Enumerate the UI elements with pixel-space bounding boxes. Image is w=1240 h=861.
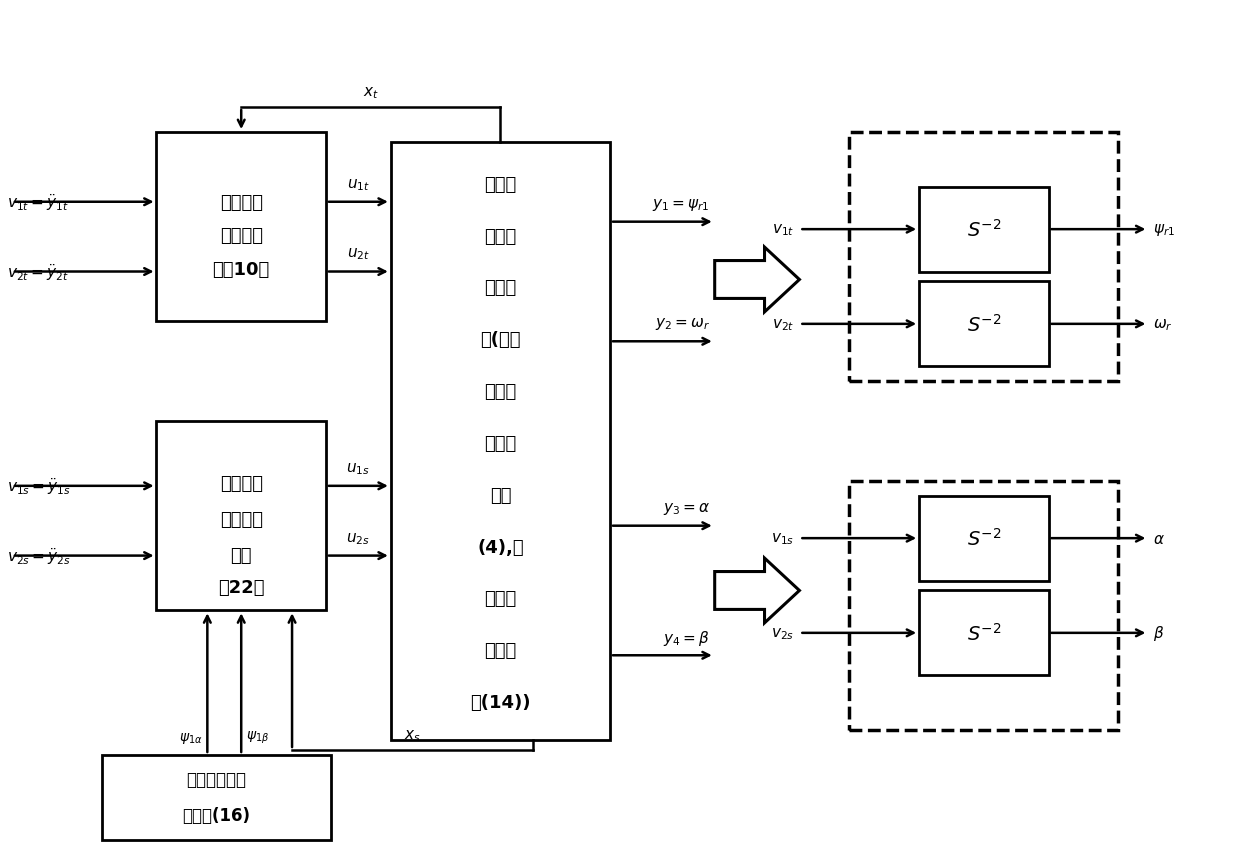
Text: （22）: （22） [218, 579, 264, 597]
Text: $v_{2s}$: $v_{2s}$ [771, 625, 795, 641]
Text: 系统模: 系统模 [485, 641, 517, 660]
FancyBboxPatch shape [919, 591, 1049, 675]
Text: $\beta$: $\beta$ [1153, 623, 1164, 642]
Text: $y_3=\alpha$: $y_3=\alpha$ [662, 500, 709, 516]
Text: 系统逆模: 系统逆模 [219, 226, 263, 245]
FancyBboxPatch shape [391, 143, 610, 740]
Text: (4),磁: (4),磁 [477, 538, 523, 556]
FancyBboxPatch shape [102, 755, 331, 839]
Text: $v_{1s}=\ddot{y}_{1s}$: $v_{1s}=\ddot{y}_{1s}$ [7, 476, 71, 497]
Text: $v_{2s}=\ddot{y}_{2s}$: $v_{2s}=\ddot{y}_{2s}$ [7, 546, 71, 567]
FancyBboxPatch shape [156, 133, 326, 322]
Text: $\omega_r$: $\omega_r$ [1153, 317, 1173, 332]
Text: 模型: 模型 [231, 546, 252, 564]
Text: $y_2=\omega_r$: $y_2=\omega_r$ [655, 316, 709, 332]
Text: $\psi_{r1}$: $\psi_{r1}$ [1153, 222, 1176, 238]
Text: $S^{-2}$: $S^{-2}$ [967, 528, 1001, 549]
FancyBboxPatch shape [919, 496, 1049, 581]
Text: 气隙磁链独立: 气隙磁链独立 [186, 771, 247, 789]
Text: $v_{1t}=\ddot{y}_{1t}$: $v_{1t}=\ddot{y}_{1t}$ [7, 192, 68, 213]
Text: $u_{2t}$: $u_{2t}$ [347, 246, 370, 262]
Text: $\alpha$: $\alpha$ [1153, 531, 1166, 546]
Text: $y_4=\beta$: $y_4=\beta$ [663, 629, 709, 647]
Text: 独立磁悬: 独立磁悬 [219, 474, 263, 492]
Text: $\psi_{1\beta}$: $\psi_{1\beta}$ [247, 728, 269, 745]
Text: $v_{2t}$: $v_{2t}$ [773, 317, 795, 332]
Text: $u_{1s}$: $u_{1s}$ [346, 461, 371, 476]
Polygon shape [714, 248, 800, 313]
Text: $v_{1t}$: $v_{1t}$ [773, 222, 795, 238]
Text: $u_{2s}$: $u_{2s}$ [346, 530, 371, 546]
Text: 悬浮原: 悬浮原 [485, 590, 517, 608]
FancyBboxPatch shape [849, 133, 1118, 381]
Text: $v_{1s}$: $v_{1s}$ [771, 530, 795, 547]
FancyBboxPatch shape [919, 282, 1049, 367]
Text: 浮系统逆: 浮系统逆 [219, 510, 263, 528]
Text: $\psi_{1\alpha}$: $\psi_{1\alpha}$ [179, 730, 202, 745]
Polygon shape [714, 559, 800, 623]
Text: 转矩原: 转矩原 [485, 382, 517, 400]
Text: 观测器(16): 观测器(16) [182, 806, 250, 824]
Text: $S^{-2}$: $S^{-2}$ [967, 623, 1001, 644]
Text: $x_t$: $x_t$ [363, 85, 378, 101]
Text: $x_s$: $x_s$ [404, 728, 422, 743]
Text: 独立转矩: 独立转矩 [219, 194, 263, 212]
Text: 统系统: 统系统 [485, 435, 517, 452]
FancyBboxPatch shape [156, 422, 326, 610]
Text: $S^{-2}$: $S^{-2}$ [967, 219, 1001, 241]
Text: $u_{1t}$: $u_{1t}$ [347, 177, 370, 192]
Text: $v_{2t}=\ddot{y}_{2t}$: $v_{2t}=\ddot{y}_{2t}$ [7, 262, 68, 282]
Text: 无轴承: 无轴承 [485, 176, 517, 194]
Text: 型(14)): 型(14)) [470, 693, 531, 711]
Text: 型（10）: 型（10） [212, 260, 270, 278]
FancyBboxPatch shape [849, 481, 1118, 730]
Text: $S^{-2}$: $S^{-2}$ [967, 313, 1001, 336]
Text: 异步电: 异步电 [485, 227, 517, 245]
Text: 模型: 模型 [490, 486, 511, 505]
FancyBboxPatch shape [919, 188, 1049, 272]
Text: 统(包含: 统(包含 [480, 331, 521, 349]
Text: $y_1=\psi_{r1}$: $y_1=\psi_{r1}$ [652, 196, 709, 213]
Text: 机原系: 机原系 [485, 279, 517, 297]
